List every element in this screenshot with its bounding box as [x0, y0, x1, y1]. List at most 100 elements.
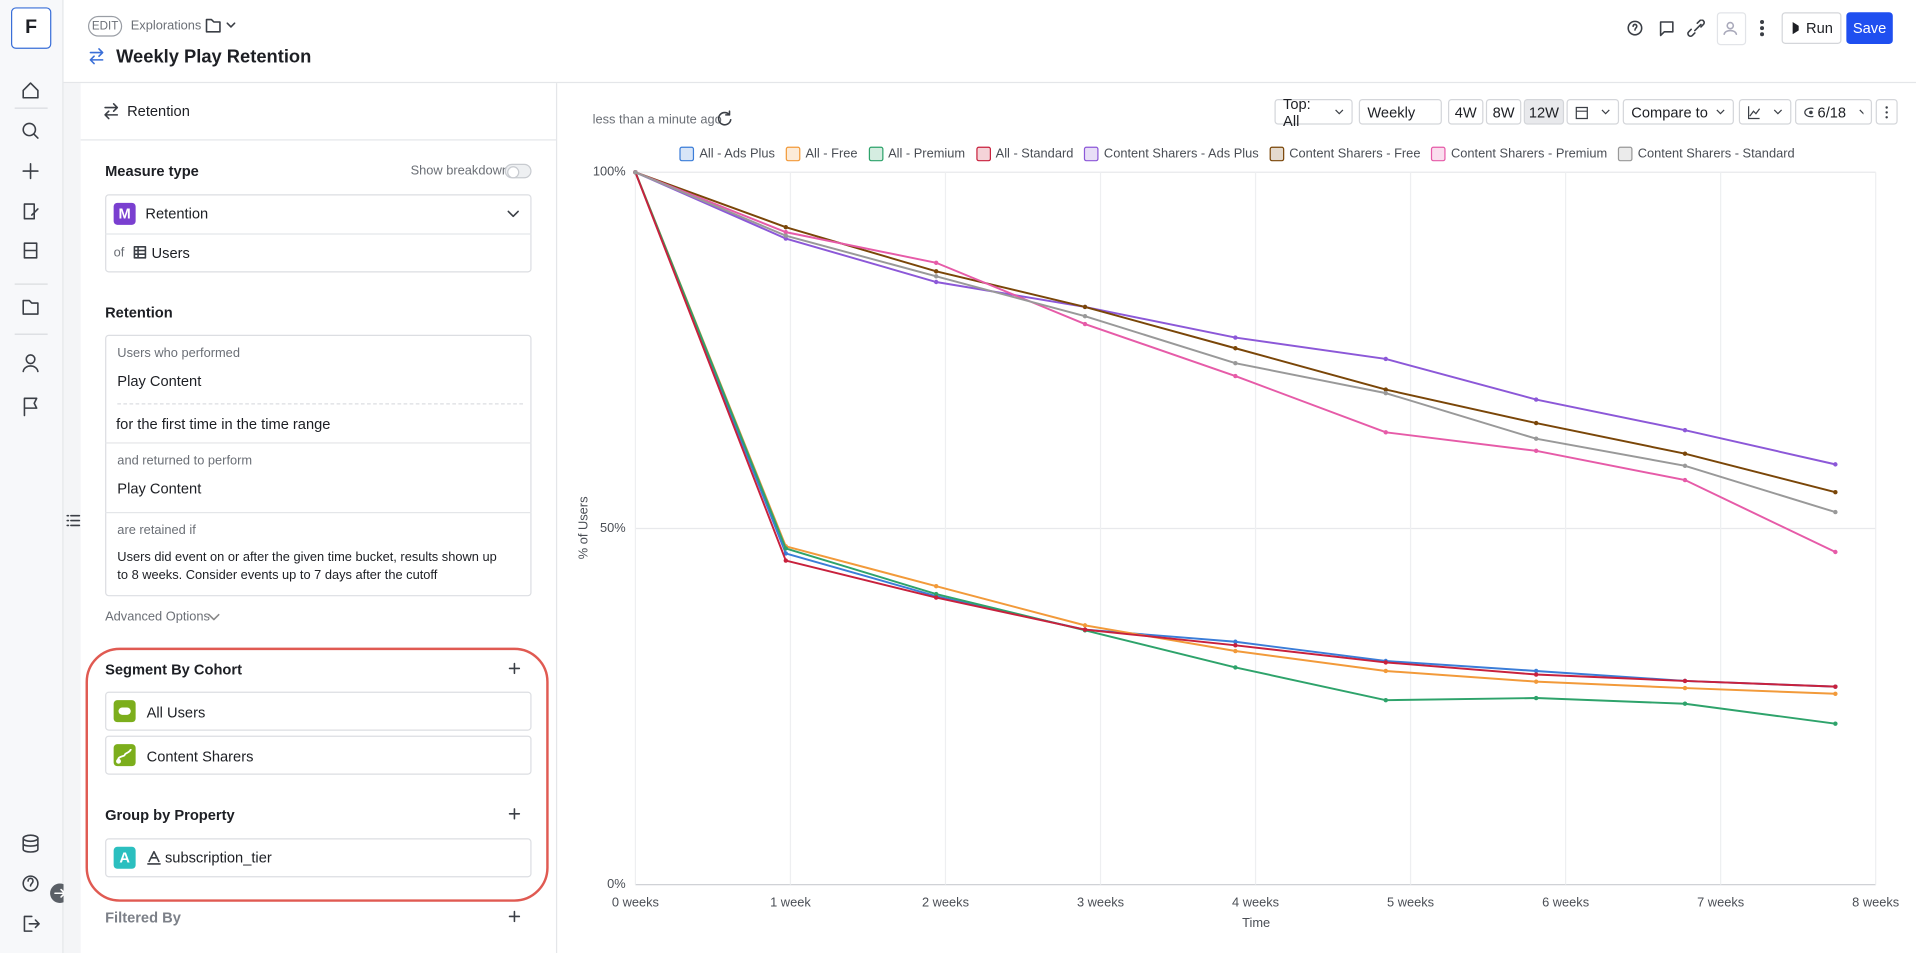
add-icon[interactable]: [508, 662, 521, 675]
data-point: [1833, 462, 1838, 467]
measure-box[interactable]: [105, 194, 532, 273]
breadcrumb[interactable]: Explorations: [130, 18, 202, 33]
x-tick-label: 5 weeks: [1387, 894, 1434, 909]
legend-swatch: [679, 146, 695, 162]
data-point: [1682, 701, 1688, 706]
series-line: [635, 171, 1836, 466]
section-label: Group by Property: [105, 806, 235, 824]
x-tick-label: 3 weeks: [1077, 894, 1124, 909]
data-point: [1682, 685, 1688, 691]
panel-tab[interactable]: Retention: [127, 102, 190, 120]
data-point: [933, 591, 939, 597]
event[interactable]: Play Content: [117, 480, 202, 498]
range-button[interactable]: 8W: [1485, 98, 1522, 125]
share-button[interactable]: [1716, 12, 1747, 46]
dropdown-label: Top: All: [1283, 94, 1311, 129]
compare-dropdown[interactable]: Compare to: [1622, 98, 1734, 125]
y-tick-label: 50%: [600, 520, 626, 535]
data-point: [1082, 623, 1088, 628]
tab-divider: [80, 139, 556, 141]
data-point: [1383, 387, 1388, 392]
cohort-box[interactable]: [105, 735, 532, 775]
data-point: [933, 274, 939, 279]
run-label: Run: [1806, 19, 1833, 37]
tab-icon: [104, 103, 119, 120]
data-point: [1383, 668, 1388, 674]
cohort-box[interactable]: [105, 691, 532, 731]
data-point: [1533, 448, 1539, 454]
top-dropdown[interactable]: Top: All: [1274, 95, 1353, 129]
advanced-options[interactable]: Advanced Options: [105, 609, 210, 625]
of-label: of: [113, 245, 125, 261]
data-point: [1233, 346, 1238, 351]
panel-gutter: [63, 83, 81, 953]
edit-badge[interactable]: EDIT: [87, 15, 123, 37]
folder-icon[interactable]: [205, 17, 239, 34]
logo[interactable]: F: [10, 7, 52, 49]
chevron: [208, 613, 220, 621]
data-point: [633, 170, 638, 175]
chart-type[interactable]: [1738, 98, 1792, 125]
legend-item[interactable]: Content Sharers - Ads Plus: [1084, 146, 1259, 162]
range-label: 12W: [1528, 103, 1560, 121]
retention-box[interactable]: [105, 334, 532, 597]
series-line: [635, 171, 1836, 514]
series-line: [634, 171, 1836, 695]
date-picker[interactable]: [1566, 98, 1620, 125]
refresh-icon[interactable]: [716, 110, 733, 127]
add-icon[interactable]: [508, 808, 521, 820]
retention-rule[interactable]: Users did event on or after the given ti…: [117, 549, 497, 583]
condition[interactable]: for the first time in the time range: [116, 415, 331, 433]
run-icon: [1792, 21, 1799, 35]
range-label: 8W: [1492, 103, 1515, 121]
legend-item[interactable]: All - Ads Plus: [679, 146, 775, 162]
data-point: [1533, 672, 1539, 677]
nav-bar: [0, 0, 64, 953]
legend-item[interactable]: All - Standard: [976, 146, 1073, 162]
legend-item[interactable]: All - Free: [785, 146, 858, 162]
legend-label: All - Premium: [888, 146, 966, 162]
nav-divider: [14, 333, 48, 335]
legend-swatch: [868, 146, 884, 162]
legend-item[interactable]: Content Sharers - Standard: [1618, 146, 1795, 162]
add-icon[interactable]: [508, 910, 521, 923]
data-point: [1082, 321, 1088, 327]
row-divider: [105, 233, 532, 235]
y-tick-label: 100%: [593, 164, 626, 179]
breakdown-toggle[interactable]: [504, 163, 532, 179]
dropdown-label: Weekly: [1367, 103, 1416, 121]
x-tick-label: 2 weeks: [922, 894, 969, 909]
section-label: Measure type: [105, 162, 199, 180]
data-point: [1533, 695, 1539, 701]
legend-item[interactable]: Content Sharers - Free: [1269, 146, 1420, 162]
save-button[interactable]: Save: [1846, 12, 1893, 44]
visible-count: 6/18: [1817, 103, 1847, 121]
more-button[interactable]: [1875, 98, 1898, 125]
legend-label: Content Sharers - Premium: [1451, 146, 1608, 162]
field-label: Users who performed: [117, 345, 240, 361]
interval-dropdown[interactable]: Weekly: [1358, 98, 1442, 125]
row-divider: [105, 511, 532, 514]
data-point: [1533, 668, 1539, 674]
header-icons[interactable]: [1626, 19, 1773, 40]
run-button[interactable]: Run: [1781, 12, 1842, 44]
data-point: [1383, 390, 1388, 396]
header-divider: [63, 81, 1916, 84]
field-label: and returned to perform: [117, 453, 253, 469]
event[interactable]: Play Content: [117, 372, 202, 390]
data-point: [1682, 463, 1688, 468]
data-point: [1682, 477, 1688, 483]
save-label: Save: [1852, 19, 1887, 37]
string-icon: [147, 850, 161, 865]
range-button[interactable]: 4W: [1447, 98, 1484, 125]
visible-series[interactable]: 6/18: [1795, 98, 1873, 125]
nav-divider: [14, 107, 48, 109]
data-point: [1833, 684, 1838, 689]
property-box[interactable]: [105, 838, 532, 878]
legend-item[interactable]: Content Sharers - Premium: [1431, 146, 1608, 162]
data-point: [1082, 627, 1088, 632]
legend-item[interactable]: All - Premium: [868, 146, 966, 162]
range-button[interactable]: 12W: [1523, 98, 1565, 125]
collapse-icon[interactable]: [66, 513, 81, 528]
